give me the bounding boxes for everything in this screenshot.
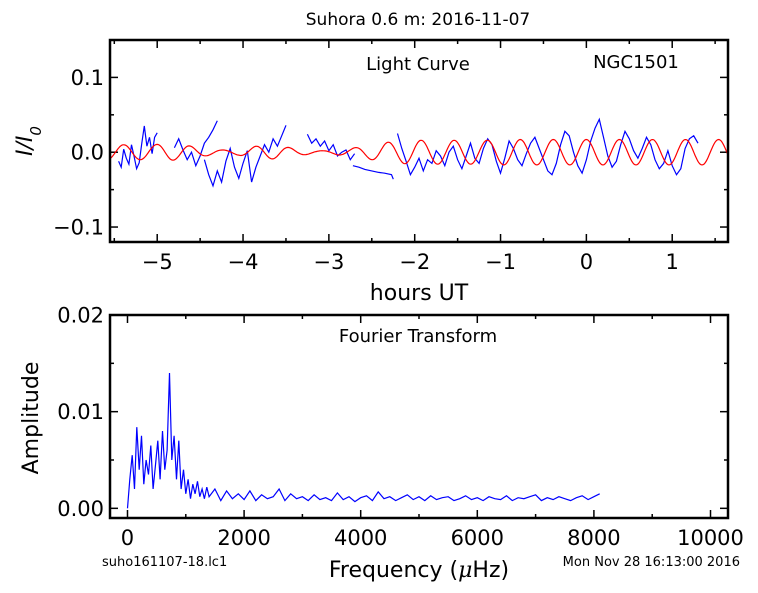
footer-timestamp: Mon Nov 28 16:13:00 2016: [563, 555, 740, 570]
light-curve-ytick-label: −0.1: [53, 216, 104, 240]
light-curve-data-segment-0: [118, 125, 158, 171]
fourier-transform-xtick-label: 0: [121, 526, 134, 550]
fourier-panel: Fourier Transform Frequency (μHz) Amplit…: [19, 304, 744, 584]
fourier-transform-xtick-label: 10000: [677, 526, 744, 550]
light-curve-target-label: NGC1501: [593, 52, 679, 73]
fourier-transform-plot-area: [126, 372, 600, 509]
fourier-transform-xtick-label: 8000: [567, 526, 620, 550]
light-curve-ylabel: I/I0: [13, 126, 45, 156]
light-curve-xtick-label: −1: [485, 250, 516, 274]
light-curve-xtick-label: 1: [666, 250, 679, 274]
light-curve-ytick-label: 0.1: [71, 66, 104, 90]
light-curve-model-curve: [110, 138, 728, 166]
light-curve-xtick-label: 0: [580, 250, 593, 274]
fourier-title: Fourier Transform: [339, 326, 497, 347]
fourier-transform-ytick-label: 0.01: [57, 400, 104, 424]
light-curve-panel: Light Curve NGC1501 hours UT I/I0 −5 −4 −3…: [13, 38, 730, 306]
light-curve-ticks: [110, 40, 728, 242]
light-curve-data-segment-3: [306, 134, 356, 161]
fourier-transform-xtick-label: 2000: [217, 526, 270, 550]
footer-filename: suho161107-18.lc1: [102, 555, 227, 570]
figure-title: Suhora 0.6 m: 2016-11-07: [306, 10, 530, 30]
light-curve-xtick-label: −2: [399, 250, 430, 274]
fourier-transform-ytick-label: 0.00: [57, 497, 104, 521]
fourier-transform-xtick-label: 6000: [451, 526, 504, 550]
light-curve-title: Light Curve: [366, 54, 470, 75]
fourier-ylabel: Amplitude: [19, 362, 44, 475]
light-curve-frame: [108, 38, 730, 244]
light-curve-data-segment-2: [203, 125, 287, 188]
light-curve-xtick-label: −5: [142, 250, 173, 274]
light-curve-xtick-label: −4: [228, 250, 259, 274]
fourier-transform-frame: [108, 313, 730, 520]
fourier-transform-xtick-label: 4000: [334, 526, 387, 550]
light-curve-xlabel: hours UT: [370, 281, 469, 306]
fourier-transform-ytick-label: 0.02: [57, 304, 104, 328]
light-curve-plot-area: [110, 117, 728, 188]
fourier-transform-spectrum-line: [126, 372, 600, 509]
fourier-xlabel: Frequency (μHz): [329, 558, 509, 583]
light-curve-ytick-label: 0.0: [71, 141, 104, 165]
light-curve-data-segment-1: [173, 120, 218, 168]
light-curve-data-segment-5: [396, 117, 699, 177]
light-curve-data-segment-4: [352, 165, 394, 180]
light-curve-xtick-label: −3: [313, 250, 344, 274]
